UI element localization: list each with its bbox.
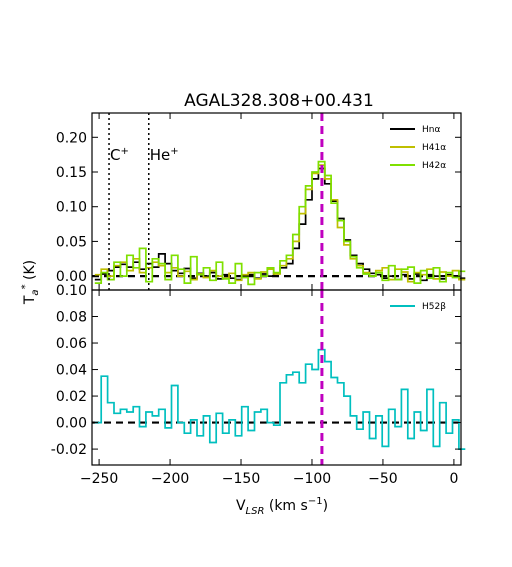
legend-label-bottom-0: H52β bbox=[422, 302, 446, 312]
y-tick-label-bottom-1: 0.08 bbox=[56, 310, 87, 326]
x-tick-label-3: −100 bbox=[293, 471, 331, 487]
chart-title: AGAL328.308+00.431 bbox=[184, 91, 374, 111]
bottom-panel: 0.10 0.08 0.06 0.04 0.02 0.00 -0.02 −250 −200 −15… bbox=[51, 283, 466, 487]
x-tick-label-0: −250 bbox=[80, 471, 118, 487]
top-panel: C+ He+ 0.20 0.15 0.10 0.05 0.00 Hnα H41α H42α bbox=[56, 112, 466, 291]
x-tick-label-1: −200 bbox=[151, 471, 189, 487]
legend-top: Hnα H41α H42α bbox=[390, 125, 446, 171]
legend-label-top-1: H41α bbox=[422, 143, 446, 153]
panel-frame-bottom bbox=[91, 289, 462, 466]
y-tick-label-top-1: 0.15 bbox=[56, 165, 87, 181]
y-tick-label-top-3: 0.05 bbox=[56, 234, 87, 250]
y-tick-label-top-4: 0.00 bbox=[56, 269, 87, 285]
x-axis-label: VLSR (km s−1) bbox=[236, 496, 328, 517]
legend-label-top-2: H42α bbox=[422, 161, 446, 171]
x-tick-label-5: 0 bbox=[449, 471, 458, 487]
annotation-label-0: C+ bbox=[110, 146, 129, 164]
y-tick-label-bottom-4: 0.02 bbox=[56, 389, 87, 405]
annotation-label-1: He+ bbox=[150, 146, 179, 164]
legend-label-top-0: Hnα bbox=[422, 125, 440, 135]
y-tick-label-bottom-6: -0.02 bbox=[51, 442, 87, 458]
y-tick-label-bottom-0: 0.10 bbox=[56, 283, 87, 299]
y-tick-label-bottom-3: 0.04 bbox=[56, 363, 87, 379]
svg-text:Ta* (K): Ta* (K) bbox=[20, 260, 41, 305]
y-tick-label-top-0: 0.20 bbox=[56, 130, 87, 146]
y-tick-label-bottom-5: 0.00 bbox=[56, 416, 87, 432]
x-tick-label-4: −50 bbox=[368, 471, 398, 487]
y-tick-label-top-2: 0.10 bbox=[56, 200, 87, 216]
legend-bottom: H52β bbox=[390, 302, 446, 312]
series-line-bottom-0 bbox=[94, 348, 466, 450]
series-line-top-2 bbox=[94, 160, 466, 286]
y-tick-label-bottom-2: 0.06 bbox=[56, 336, 87, 352]
svg-text:VLSR (km s−1): VLSR (km s−1) bbox=[236, 496, 328, 517]
x-tick-label-2: −150 bbox=[222, 471, 260, 487]
y-axis-label: Ta* (K) bbox=[20, 260, 41, 305]
